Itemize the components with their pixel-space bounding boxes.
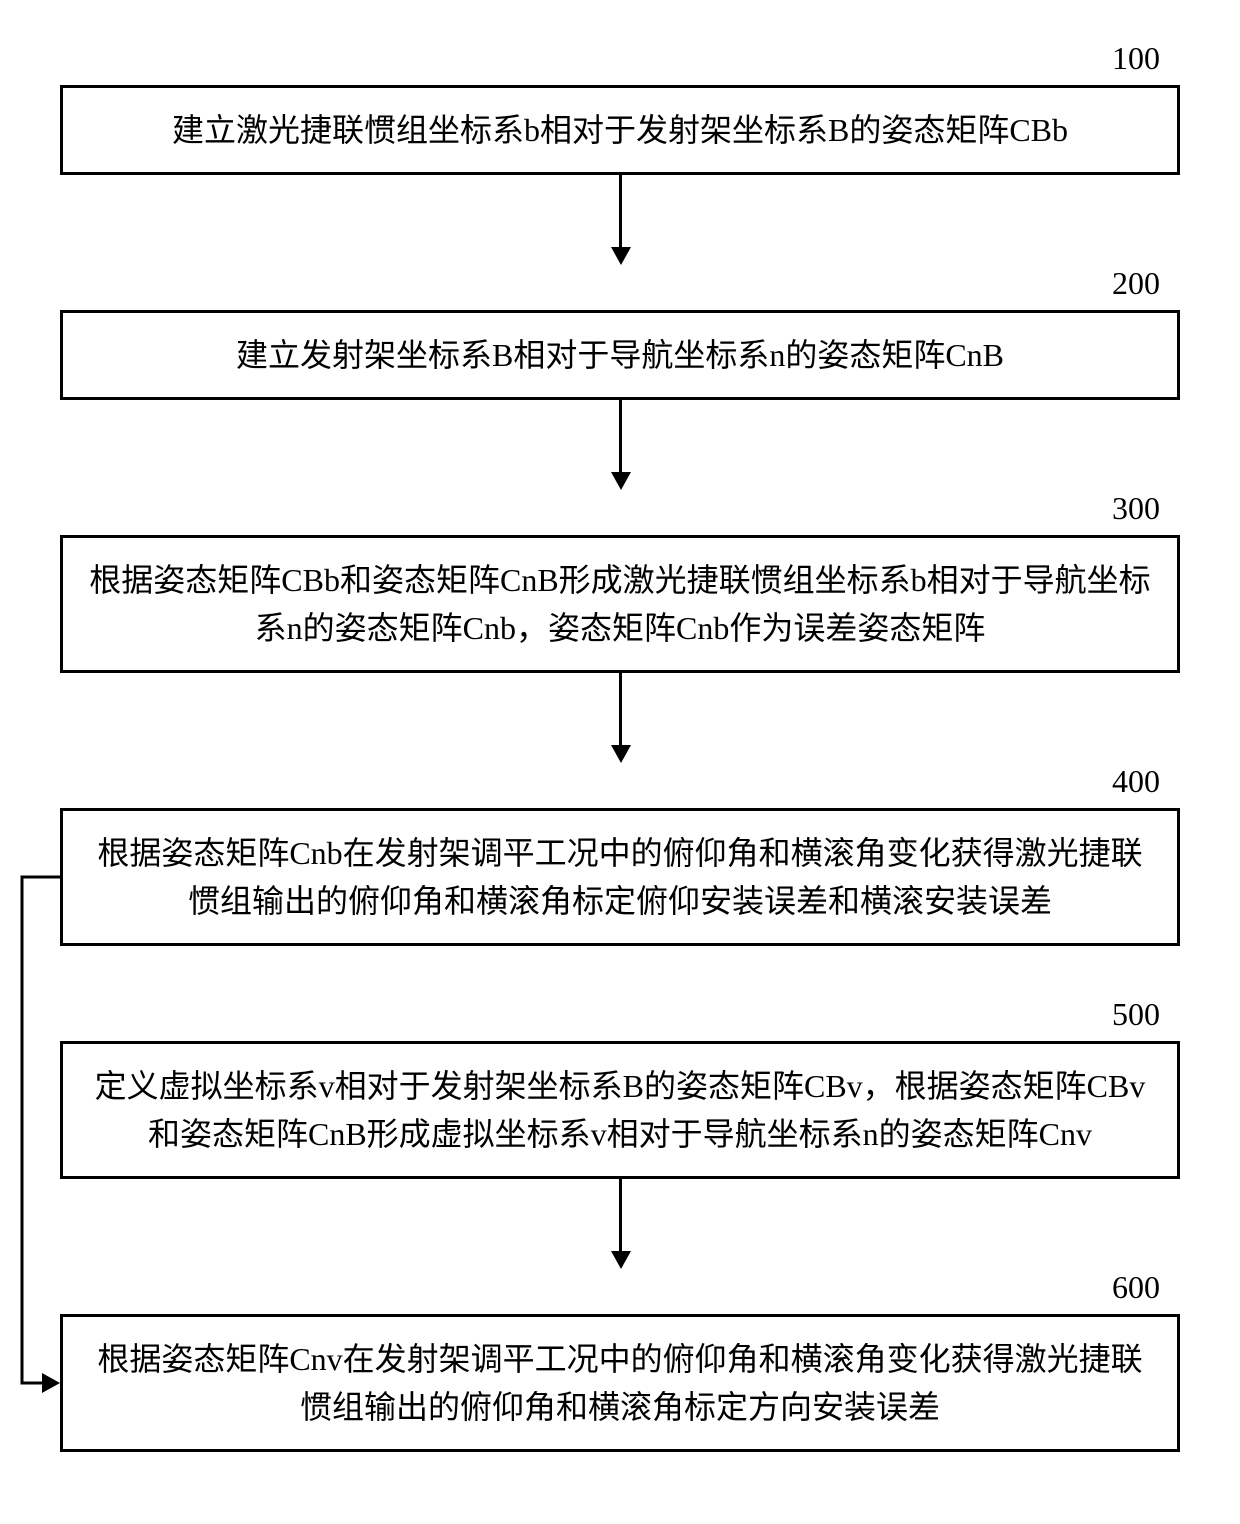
- flowchart-container: 100 建立激光捷联惯组坐标系b相对于发射架坐标系B的姿态矩阵CBb 200 建…: [60, 40, 1180, 1452]
- node-wrapper-300: 300 根据姿态矩阵CBb和姿态矩阵CnB形成激光捷联惯组坐标系b相对于导航坐标…: [60, 490, 1180, 673]
- node-label-300: 300: [60, 490, 1180, 527]
- arrow-500-600: [619, 1179, 622, 1269]
- node-wrapper-200: 200 建立发射架坐标系B相对于导航坐标系n的姿态矩阵CnB: [60, 265, 1180, 400]
- node-200: 建立发射架坐标系B相对于导航坐标系n的姿态矩阵CnB: [60, 310, 1180, 400]
- arrow-200-300: [619, 400, 622, 490]
- node-label-400: 400: [60, 763, 1180, 800]
- node-600: 根据姿态矩阵Cnv在发射架调平工况中的俯仰角和横滚角变化获得激光捷联惯组输出的俯…: [60, 1314, 1180, 1452]
- node-100: 建立激光捷联惯组坐标系b相对于发射架坐标系B的姿态矩阵CBb: [60, 85, 1180, 175]
- node-label-100: 100: [60, 40, 1180, 77]
- node-wrapper-500: 500 定义虚拟坐标系v相对于发射架坐标系B的姿态矩阵CBv，根据姿态矩阵CBv…: [60, 996, 1180, 1179]
- node-wrapper-600: 600 根据姿态矩阵Cnv在发射架调平工况中的俯仰角和横滚角变化获得激光捷联惯组…: [60, 1269, 1180, 1452]
- node-label-600: 600: [60, 1269, 1180, 1306]
- node-300: 根据姿态矩阵CBb和姿态矩阵CnB形成激光捷联惯组坐标系b相对于导航坐标系n的姿…: [60, 535, 1180, 673]
- node-wrapper-400: 400 根据姿态矩阵Cnb在发射架调平工况中的俯仰角和横滚角变化获得激光捷联惯组…: [60, 763, 1180, 946]
- arrow-300-400: [619, 673, 622, 763]
- node-label-500: 500: [60, 996, 1180, 1033]
- node-400: 根据姿态矩阵Cnb在发射架调平工况中的俯仰角和横滚角变化获得激光捷联惯组输出的俯…: [60, 808, 1180, 946]
- arrow-100-200: [619, 175, 622, 265]
- node-wrapper-100: 100 建立激光捷联惯组坐标系b相对于发射架坐标系B的姿态矩阵CBb: [60, 40, 1180, 175]
- node-500: 定义虚拟坐标系v相对于发射架坐标系B的姿态矩阵CBv，根据姿态矩阵CBv和姿态矩…: [60, 1041, 1180, 1179]
- node-label-200: 200: [60, 265, 1180, 302]
